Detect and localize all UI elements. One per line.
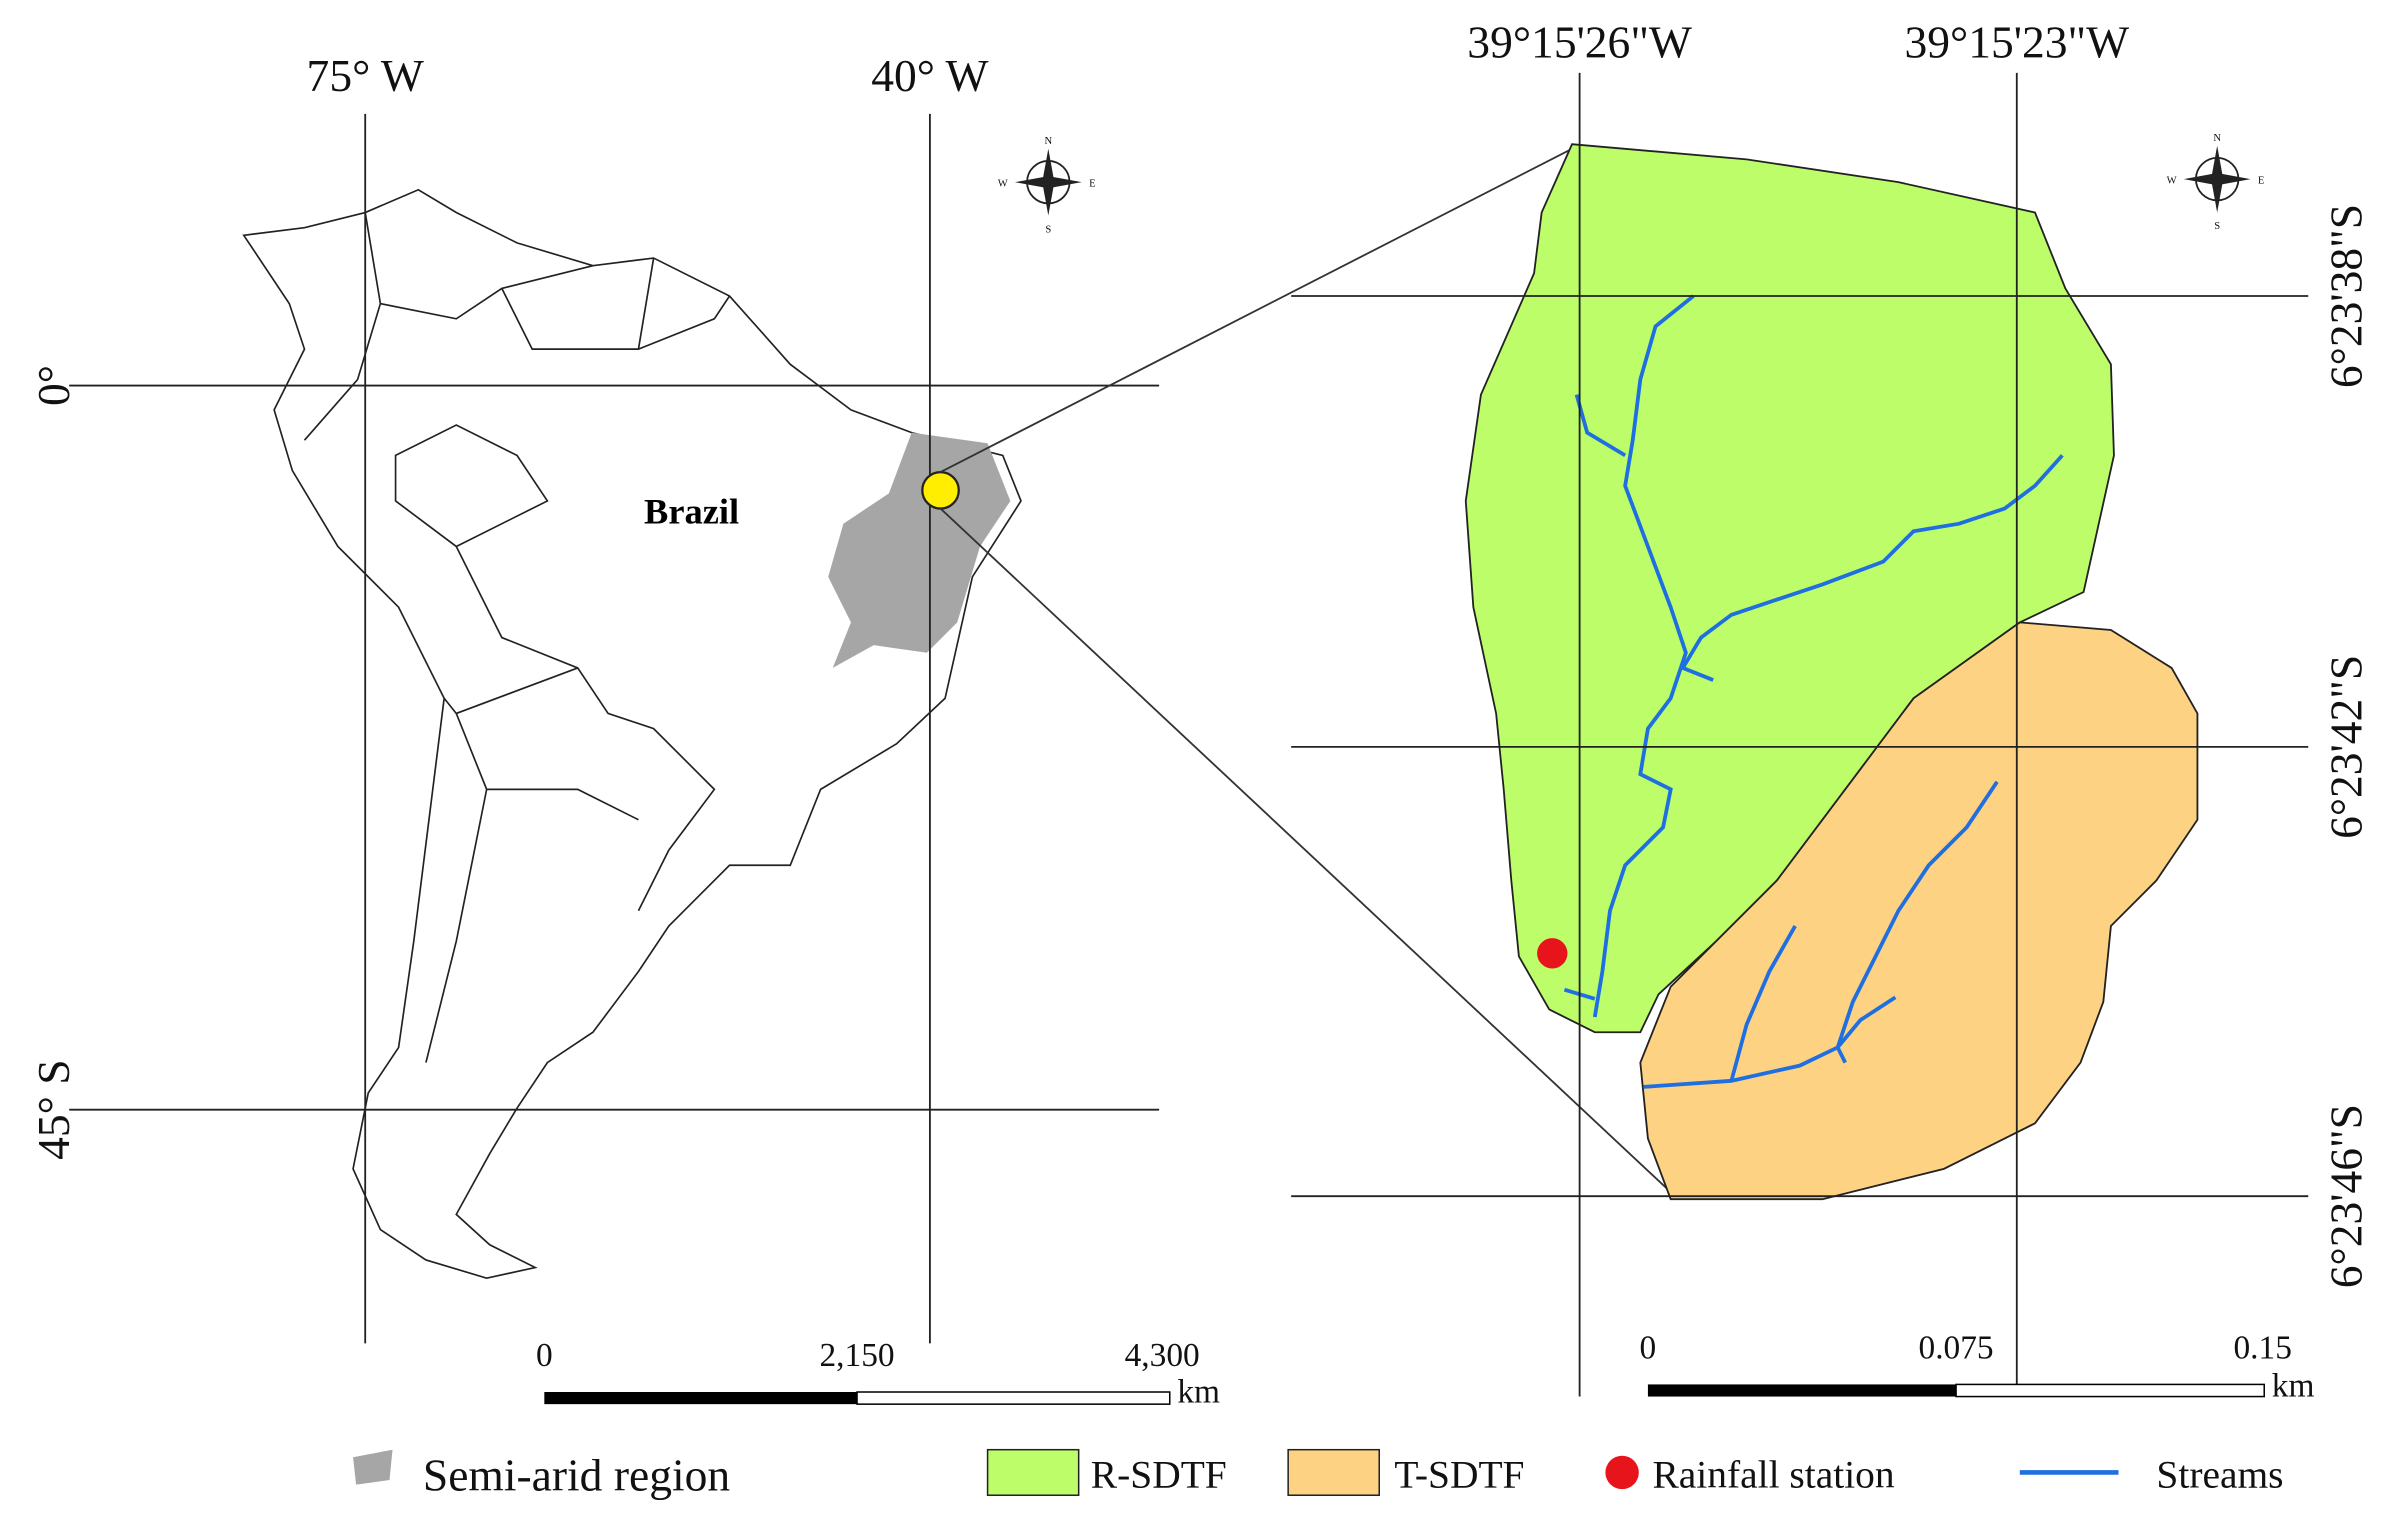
legend-label: Semi-arid region <box>423 1450 730 1501</box>
scale-bar: 0 0.075 0.15 km <box>1640 1330 2315 1405</box>
compass-letter: N <box>1044 136 1052 147</box>
t-sdtf-area <box>1639 621 2199 1201</box>
compass-letter: E <box>2258 176 2264 187</box>
legend-label: Streams <box>2156 1453 2283 1497</box>
longitude-label: 75° W <box>307 50 424 101</box>
left-map: 75° W 40° W 0° 45° S Brazil N W E S 0 2,… <box>28 50 1220 1411</box>
rainfall-station <box>1537 938 1568 969</box>
scale-label: 0.075 <box>1919 1330 1994 1367</box>
legend-swatch <box>353 1449 393 1485</box>
scale-label: 0.15 <box>2234 1330 2292 1367</box>
scale-label: 0 <box>536 1337 553 1374</box>
scale-label: 2,150 <box>819 1337 894 1374</box>
country-label: Brazil <box>644 492 739 532</box>
scale-label: 0 <box>1640 1330 1657 1367</box>
legend-label: R-SDTF <box>1091 1453 1227 1497</box>
longitude-label: 39°15'26"W <box>1467 17 1692 68</box>
legend-swatch <box>1605 1455 1639 1490</box>
latitude-label: 6°23'38"S <box>2320 204 2371 388</box>
scale-unit: km <box>1177 1374 1220 1411</box>
scale-bar: 0 2,150 4,300 km <box>536 1337 1220 1410</box>
compass-letter: W <box>998 179 1008 190</box>
latitude-label: 6°23'46"S <box>2320 1104 2371 1288</box>
legend-swatch <box>1287 1448 1380 1496</box>
compass-letter: E <box>1089 179 1095 190</box>
legend-label: T-SDTF <box>1394 1453 1524 1497</box>
r-sdtf-area <box>1464 143 2115 1034</box>
right-map: 39°15'26"W 39°15'23"W 6°23'38"S 6°23'42"… <box>1291 17 2371 1405</box>
study-site-marker <box>921 470 960 510</box>
scale-label: 4,300 <box>1125 1337 1200 1374</box>
legend: Semi-arid region R-SDTF T-SDTF Rainfall … <box>353 1448 2284 1501</box>
latitude-label: 45° S <box>28 1059 79 1159</box>
semi-arid-region <box>828 432 1011 668</box>
compass-rose: N W E S <box>2167 133 2265 232</box>
scale-unit: km <box>2272 1368 2315 1405</box>
compass-rose: N W E S <box>998 136 1096 235</box>
compass-letter: S <box>1045 224 1051 235</box>
longitude-label: 40° W <box>871 50 988 101</box>
latitude-label: 0° <box>28 365 79 406</box>
longitude-label: 39°15'23"W <box>1905 17 2130 68</box>
country-borders <box>303 212 731 1063</box>
compass-letter: N <box>2213 133 2221 144</box>
south-america-outline <box>242 188 1022 1280</box>
compass-letter: S <box>2214 221 2220 232</box>
latitude-label: 6°23'42"S <box>2320 655 2371 839</box>
zoom-connector <box>939 507 1679 1200</box>
compass-letter: W <box>2167 176 2177 187</box>
zoom-connector <box>940 147 1573 473</box>
legend-swatch <box>986 1448 1080 1496</box>
legend-label: Rainfall station <box>1652 1453 1894 1497</box>
